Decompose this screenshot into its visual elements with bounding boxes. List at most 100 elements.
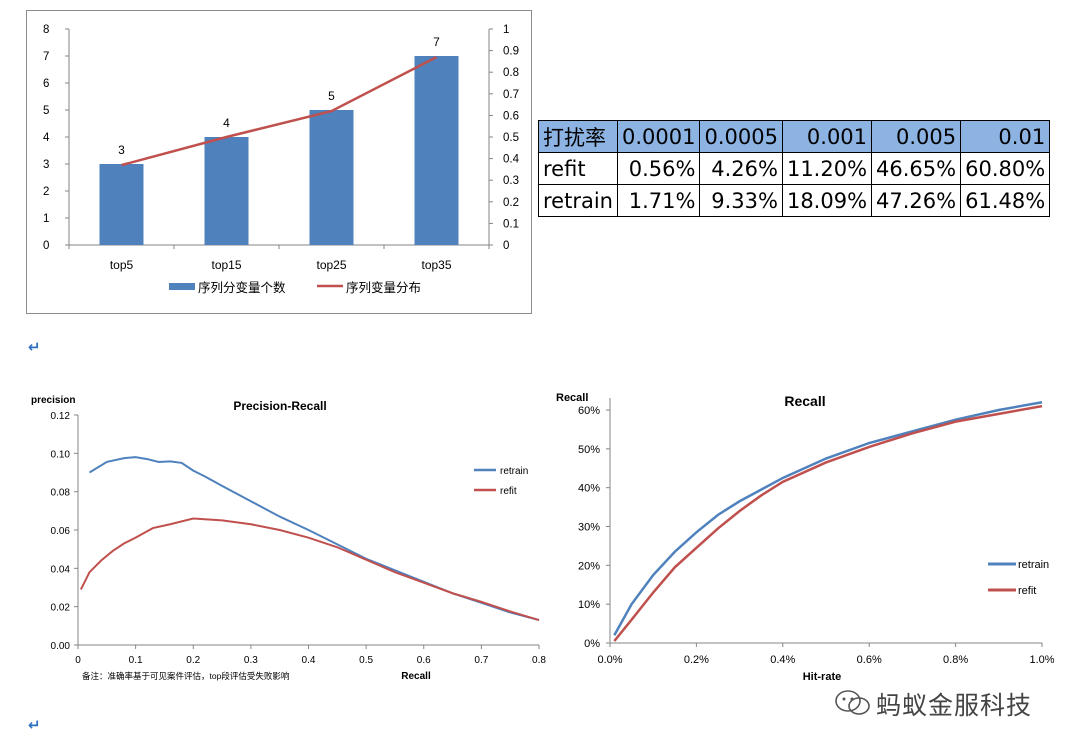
x-axis-title: Recall [401, 671, 431, 682]
table-cell: retrain [538, 184, 618, 217]
x-tick-label: 0.4% [770, 654, 795, 666]
x-tick-label: 0.0% [597, 654, 622, 666]
table-header-cell: 0.01 [960, 120, 1051, 153]
bar [309, 110, 354, 245]
combo-chart: 0 1 2 3 4 5 6 7 8 0 0.1 0.2 0.3 0.4 0.5 0.6 0.7 0.8 0.9 1 3 t… [43, 24, 520, 295]
chart-note: 备注：准确率基于可见案件评估，top段评估受失败影响 [82, 671, 289, 681]
table-row-retrain: retrain 1.71% 9.33% 18.09% 47.26% 61.48% [538, 184, 1051, 217]
x-axis-title: Hit-rate [803, 671, 842, 683]
disturb-rate-table: 打扰率 0.0001 0.0005 0.001 0.005 0.01 refit… [538, 120, 1051, 217]
legend-bar-swatch [169, 283, 195, 290]
series-line-refit [613, 404, 1043, 642]
table-cell: 47.26% [871, 184, 962, 217]
bar [414, 56, 459, 245]
x-tick-label: 0.7 [474, 655, 488, 666]
table-header-cell: 0.005 [871, 120, 962, 153]
y-tick-label: 0.10 [51, 449, 71, 460]
bar-data-label: 5 [328, 89, 335, 103]
legend-label-retrain: retrain [1018, 559, 1049, 571]
return-mark: ↵ [28, 339, 41, 356]
table-cell: 18.09% [781, 184, 873, 217]
x-tick-label: 0.3 [244, 655, 258, 666]
x-tick-label: 0.4 [302, 655, 316, 666]
left-tick-label: 3 [43, 159, 49, 171]
series-line-refit [79, 517, 540, 622]
x-tick-label: top5 [110, 258, 134, 272]
right-tick-label: 0.4 [503, 154, 520, 166]
right-tick-label: 0.6 [503, 110, 519, 122]
table-row-refit: refit 0.56% 4.26% 11.20% 46.65% 60.80% [538, 152, 1051, 185]
x-tick-label: 0.6 [417, 655, 431, 666]
table-cell: 46.65% [871, 152, 962, 185]
y-tick-label: 20% [578, 560, 600, 572]
right-tick-label: 0.1 [503, 218, 519, 230]
y-tick-label: 0.00 [51, 641, 71, 652]
table-cell: 9.33% [699, 184, 783, 217]
table-cell: 60.80% [960, 152, 1051, 185]
legend-label-retrain: retrain [500, 466, 528, 477]
legend-label-refit: refit [1018, 585, 1036, 597]
x-tick-label: top35 [421, 258, 451, 272]
right-tick-label: 0.9 [503, 46, 519, 58]
table-header-cell: 0.001 [781, 120, 873, 153]
y-tick-label: 30% [578, 522, 600, 534]
y-tick-label: 10% [578, 599, 600, 611]
y-tick-label: 50% [578, 444, 600, 456]
left-tick-label: 7 [43, 51, 49, 63]
x-tick-label: 0.2% [684, 654, 709, 666]
legend-bar-label: 序列分变量个数 [198, 280, 286, 295]
left-tick-label: 0 [43, 240, 49, 252]
table-cell: 11.20% [781, 152, 873, 185]
table-cell: 61.48% [960, 184, 1051, 217]
x-tick-label: top25 [316, 258, 346, 272]
right-tick-label: 0.7 [503, 89, 519, 101]
x-tick-label: 0.6% [857, 654, 882, 666]
x-tick-label: 0.8% [943, 654, 968, 666]
x-tick-label: 0.2 [186, 655, 200, 666]
table-header-cell: 0.0001 [616, 120, 701, 153]
right-tick-label: 1 [503, 24, 509, 36]
bar [99, 164, 144, 245]
y-tick-label: 0.06 [51, 526, 71, 537]
y-tick-label: 60% [578, 405, 600, 417]
legend-label-refit: refit [500, 486, 517, 497]
y-tick-label: 0.04 [51, 564, 71, 575]
left-tick-label: 5 [43, 105, 49, 117]
chart-title: Recall [784, 393, 825, 409]
table-cell: refit [538, 152, 618, 185]
combo-chart-frame: 0 1 2 3 4 5 6 7 8 0 0.1 0.2 0.3 0.4 0.5 0.6 0.7 0.8 0.9 1 3 t… [26, 10, 532, 314]
table-header-row: 打扰率 0.0001 0.0005 0.001 0.005 0.01 [538, 120, 1051, 153]
bar-data-label: 4 [223, 116, 230, 130]
x-tick-label: 0 [75, 655, 81, 666]
y-axis-title: Recall [556, 392, 588, 404]
x-tick-label: 0.8 [532, 655, 546, 666]
left-tick-label: 8 [43, 24, 49, 36]
precision-recall-chart: 0.00 0.02 0.04 0.06 0.08 0.10 0.12 0 0.1 0.2 0.3 0.… [31, 395, 546, 682]
watermark-text: 蚂蚁金服科技 [876, 691, 1033, 720]
x-tick-label: 1.0% [1029, 654, 1054, 666]
bar-data-label: 7 [433, 35, 440, 49]
table-header-cell: 打扰率 [538, 120, 618, 153]
y-tick-label: 0.12 [51, 411, 71, 422]
recall-hitrate-chart: 0% 10% 20% 30% 40% 50% 60% 0.0% 0.2% 0.4% 0.6% 0.8%… [556, 392, 1055, 683]
x-tick-label: top15 [211, 258, 241, 272]
bar [204, 137, 249, 245]
left-tick-label: 2 [43, 186, 49, 198]
x-tick-label: 0.5 [359, 655, 373, 666]
table-cell: 0.56% [616, 152, 701, 185]
x-tick-label: 0.1 [129, 655, 143, 666]
left-tick-label: 1 [43, 213, 49, 225]
right-tick-label: 0.3 [503, 175, 519, 187]
right-tick-label: 0.5 [503, 132, 519, 144]
y-axis-title: precision [31, 395, 75, 406]
return-mark: ↵ [28, 717, 41, 734]
right-tick-label: 0.8 [503, 67, 519, 79]
y-tick-label: 0.02 [51, 603, 71, 614]
legend-line-label: 序列变量分布 [346, 280, 421, 295]
y-tick-label: 0% [584, 638, 600, 650]
table-cell: 4.26% [699, 152, 783, 185]
right-tick-label: 0.2 [503, 197, 519, 209]
left-tick-label: 4 [43, 132, 50, 144]
distribution-line [121, 55, 438, 167]
table-cell: 1.71% [616, 184, 701, 217]
